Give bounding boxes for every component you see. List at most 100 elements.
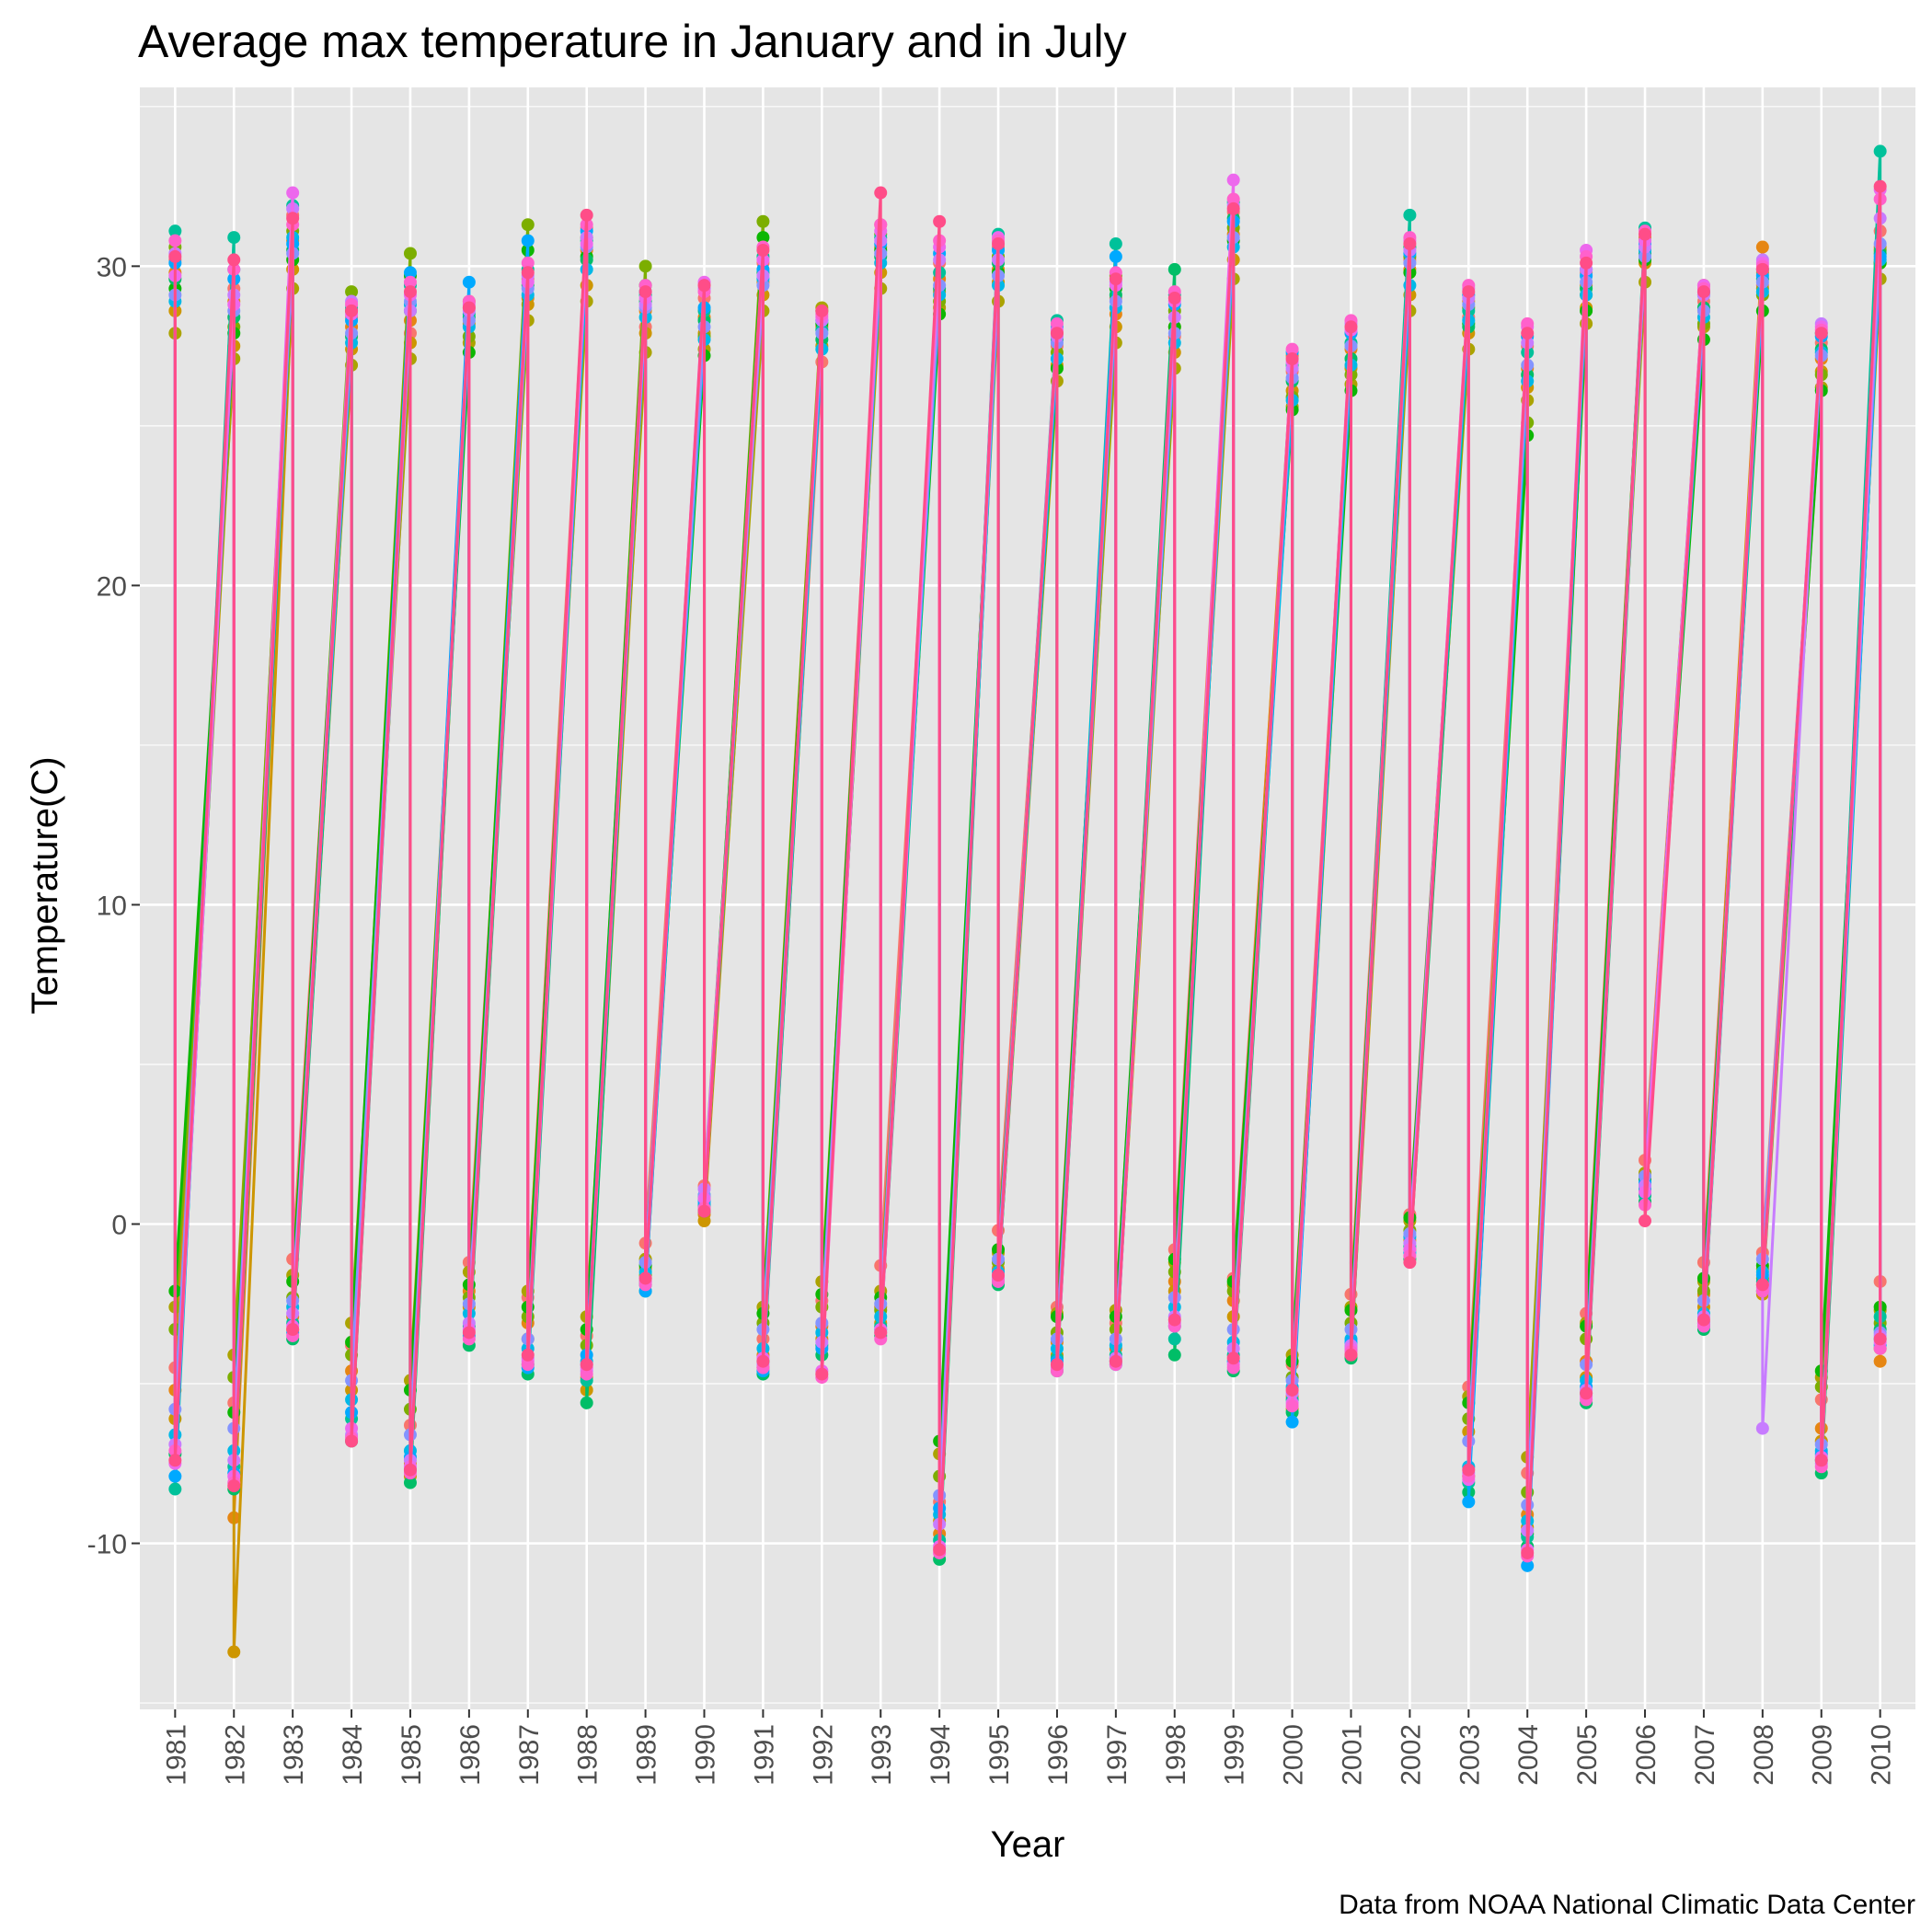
x-tick-label: 1983 [279,1724,309,1786]
january-point [168,1454,182,1467]
july-point [521,218,535,232]
july-point [403,266,417,280]
january-point [1226,1361,1240,1374]
july-point [521,266,535,280]
january-point [1226,1351,1240,1365]
january-point [521,1348,535,1362]
july-point [1226,201,1240,215]
x-tick-label: 2010 [1867,1724,1897,1786]
january-point [1285,1415,1299,1429]
july-point [345,285,359,299]
july-point [462,275,476,289]
x-tick-label: 1992 [808,1724,838,1786]
x-tick-label: 2009 [1808,1724,1838,1786]
july-point [168,224,182,238]
x-tick-label: 1991 [749,1724,779,1786]
january-point [403,1463,417,1477]
january-point [1167,1313,1181,1327]
july-point [521,234,535,247]
x-tick-label: 2004 [1513,1724,1544,1786]
chart-caption: Data from NOAA National Climatic Data Ce… [1339,1890,1915,1920]
july-point [756,214,770,228]
july-point [697,279,711,293]
x-tick-label: 1985 [397,1724,427,1786]
x-tick-label: 2002 [1396,1724,1426,1786]
january-point [580,1358,593,1372]
july-point [992,237,1006,251]
january-point [1639,1214,1652,1228]
y-tick-label: 10 [97,891,127,921]
january-point [168,1482,182,1496]
july-point [462,301,476,315]
january-point [756,1354,770,1368]
minor-gridlines [140,106,1915,1704]
january-point [638,1271,652,1285]
january-point [1403,1256,1417,1270]
july-point [1050,327,1064,340]
july-point [286,212,300,225]
january-point [1462,1463,1476,1477]
july-point [1226,173,1240,187]
x-tick-label: 2003 [1455,1724,1485,1786]
july-point [286,186,300,200]
july-point [1462,285,1476,299]
january-point [1521,1546,1535,1559]
july-point [1226,192,1240,206]
x-tick-label: 2008 [1749,1724,1779,1786]
january-point [992,1269,1006,1282]
july-point [638,259,652,273]
july-point [1109,237,1122,251]
january-point [286,1323,300,1337]
july-point [1167,262,1181,276]
x-tick-label: 1997 [1102,1724,1133,1786]
january-point [403,1476,417,1489]
july-point [227,231,241,245]
january-point [1755,1421,1769,1435]
july-point [1580,256,1593,270]
july-point [1521,327,1535,340]
july-point [1521,316,1535,330]
y-axis: -10 0 10 20 30 [87,252,140,1560]
july-point [815,304,829,317]
january-point [1167,1332,1181,1346]
july-point [1285,351,1299,365]
july-point [638,285,652,299]
july-point [1639,227,1652,241]
january-point [1285,1399,1299,1413]
x-tick-label: 2006 [1631,1724,1662,1786]
x-tick-label: 1999 [1220,1724,1250,1786]
y-tick-label: 0 [111,1210,127,1240]
x-tick-label: 1998 [1161,1724,1191,1786]
july-point [1755,262,1769,276]
january-point [1873,1354,1887,1368]
x-tick-label: 1984 [338,1724,368,1786]
x-tick-label: 1986 [455,1724,486,1786]
x-tick-label: 1989 [632,1724,662,1786]
july-point [580,208,593,222]
series-15 [168,179,1887,1559]
plot-panel [140,87,1915,1709]
july-point [1696,285,1710,299]
x-tick-label: 1982 [220,1724,250,1786]
july-point [1167,292,1181,305]
january-point [1873,1332,1887,1346]
january-point [697,1204,711,1218]
july-point [1050,316,1064,330]
x-tick-label: 2000 [1279,1724,1309,1786]
january-point [1462,1495,1476,1509]
july-point [403,275,417,289]
y-tick-label: 30 [97,252,127,282]
january-point [1109,1354,1122,1368]
july-point [1873,144,1887,158]
x-tick-label: 1988 [573,1724,604,1786]
january-point [1521,1558,1535,1572]
july-point [403,247,417,260]
x-tick-label: 1993 [867,1724,897,1786]
july-point [168,249,182,263]
july-point [933,214,947,228]
july-point [1873,179,1887,193]
january-point [1344,1348,1358,1362]
january-point [1580,1386,1593,1400]
